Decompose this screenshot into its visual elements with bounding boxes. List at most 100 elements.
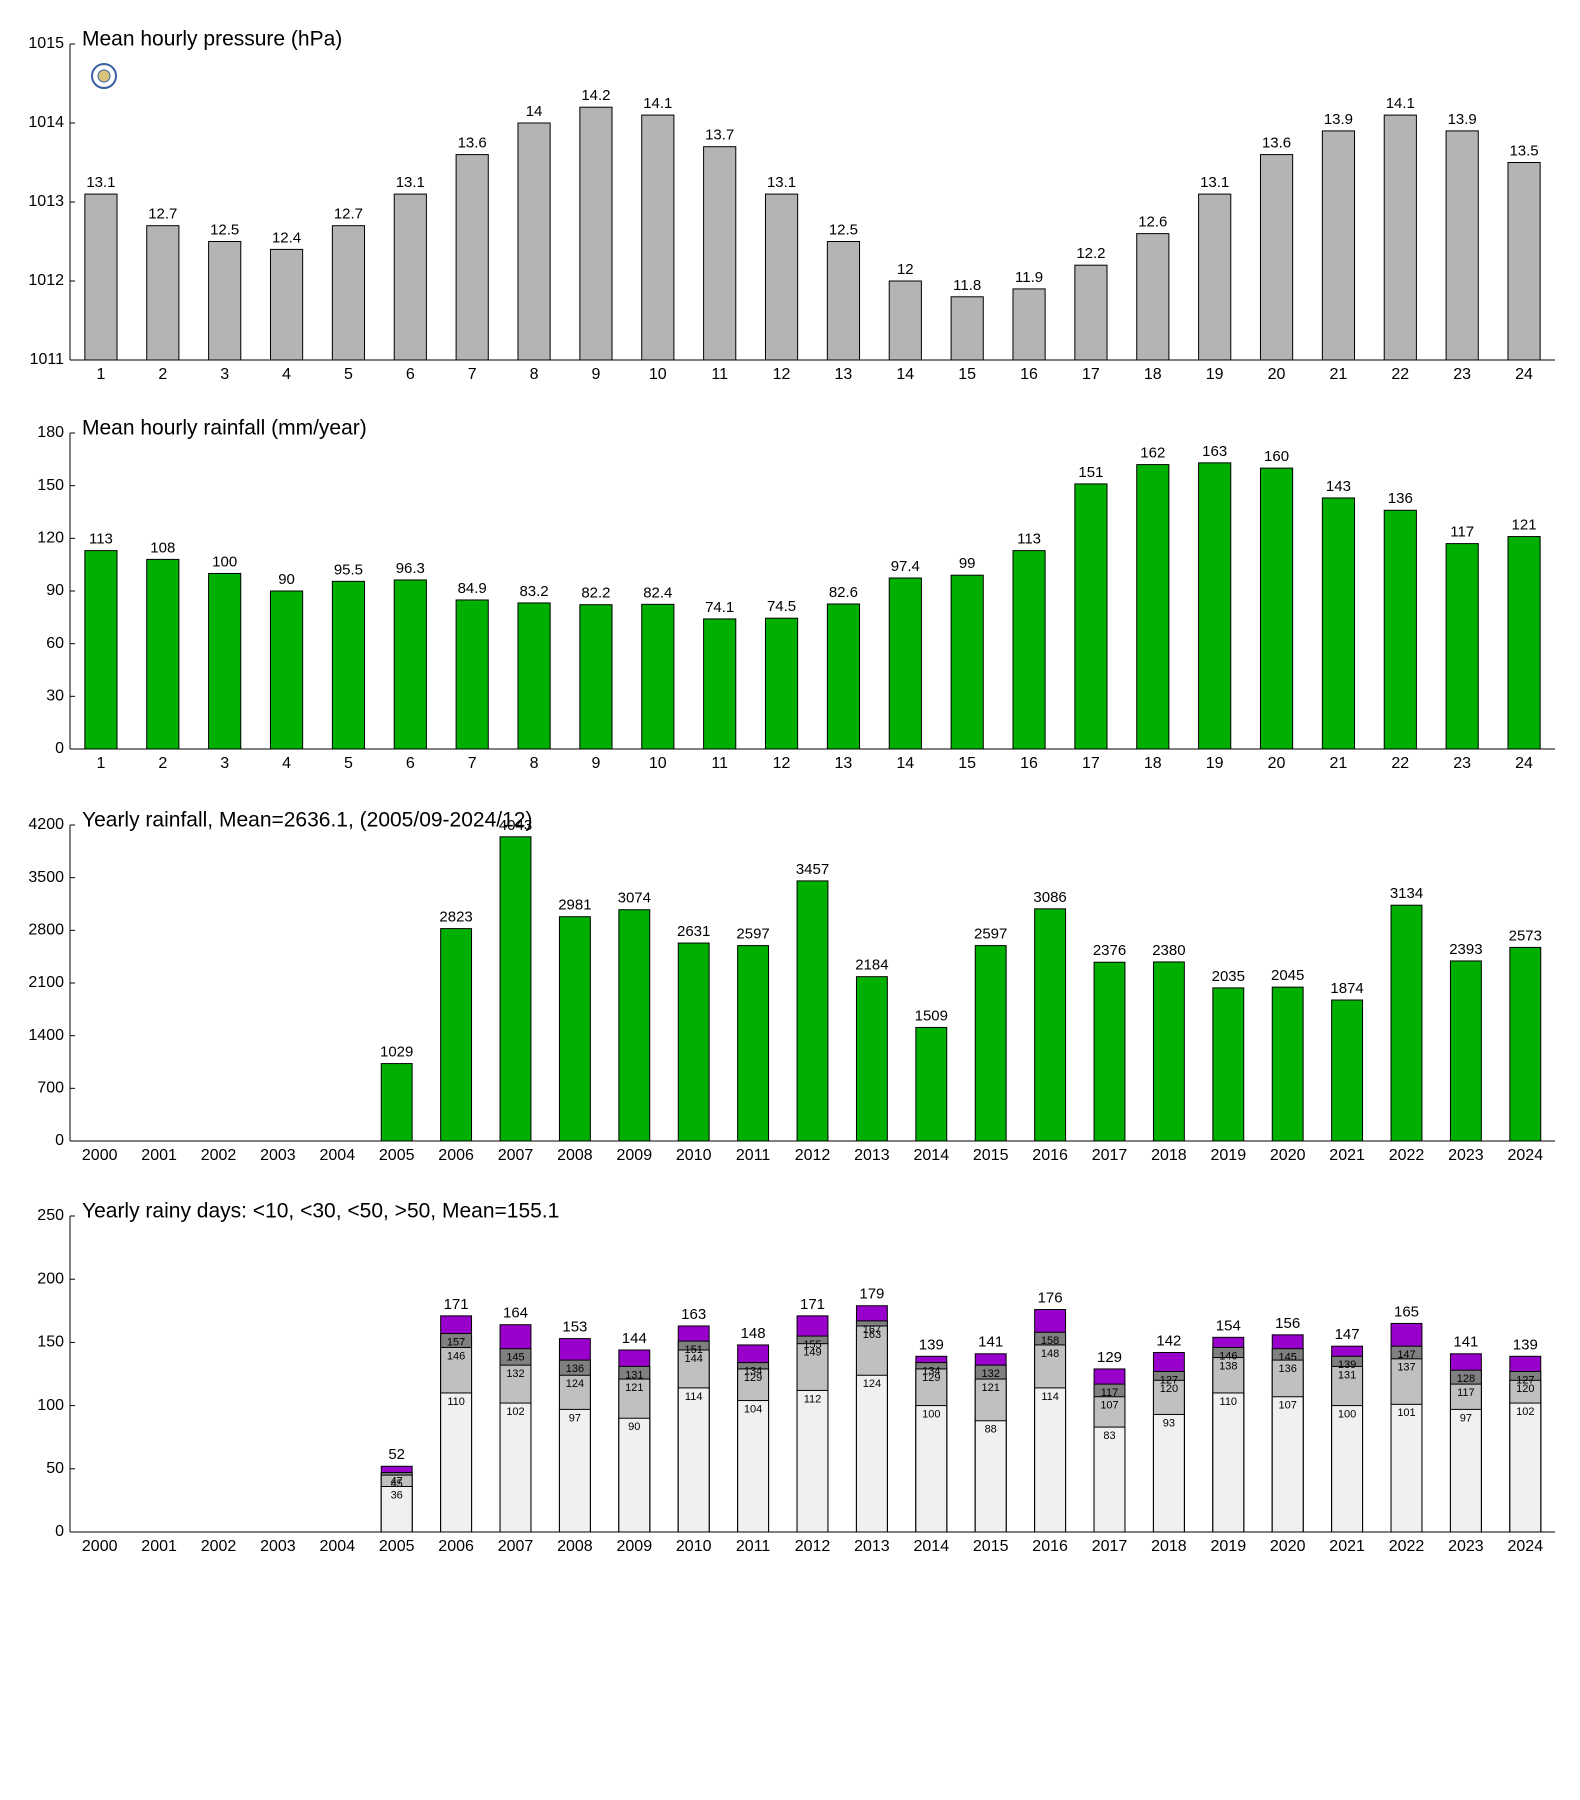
bar bbox=[146, 225, 180, 361]
bar bbox=[1331, 999, 1364, 1142]
value-label: 3457 bbox=[796, 861, 829, 878]
bar bbox=[796, 1389, 829, 1533]
value-label: 147 bbox=[1335, 1326, 1360, 1343]
value-label: 14.1 bbox=[643, 95, 672, 112]
value-label: 108 bbox=[150, 539, 175, 556]
x-tick-label: 14 bbox=[896, 366, 914, 383]
bar bbox=[1093, 1426, 1126, 1533]
bar bbox=[764, 193, 799, 361]
value-label: 14 bbox=[526, 103, 543, 120]
value-label: 12.5 bbox=[210, 221, 239, 238]
value-label: 97 bbox=[569, 1412, 581, 1424]
x-tick-label: 2021 bbox=[1329, 1538, 1365, 1555]
value-label: 2393 bbox=[1449, 941, 1482, 958]
y-tick-label: 200 bbox=[37, 1270, 64, 1287]
x-tick-label: 2014 bbox=[914, 1538, 950, 1555]
value-label: 141 bbox=[1453, 1334, 1478, 1351]
x-tick-label: 2019 bbox=[1211, 1147, 1247, 1164]
bar bbox=[393, 579, 427, 750]
value-label: 2597 bbox=[736, 926, 769, 943]
x-tick-label: 2006 bbox=[438, 1538, 474, 1555]
x-tick-label: 2 bbox=[158, 755, 167, 772]
value-label: 2573 bbox=[1509, 927, 1542, 944]
value-label: 139 bbox=[1513, 1336, 1538, 1353]
bar bbox=[499, 1402, 532, 1533]
value-label: 12.2 bbox=[1076, 245, 1105, 262]
chart-title: Mean hourly pressure (hPa) bbox=[82, 28, 342, 51]
value-label: 144 bbox=[685, 1353, 703, 1365]
value-label: 82.6 bbox=[829, 584, 858, 601]
value-label: 148 bbox=[1041, 1348, 1059, 1360]
bar bbox=[1198, 193, 1232, 361]
x-tick-label: 9 bbox=[591, 755, 600, 772]
x-tick-label: 21 bbox=[1330, 755, 1348, 772]
value-label: 95.5 bbox=[334, 561, 363, 578]
value-label: 162 bbox=[1140, 445, 1165, 462]
x-tick-label: 18 bbox=[1144, 755, 1162, 772]
x-tick-label: 2008 bbox=[557, 1147, 593, 1164]
x-tick-label: 2010 bbox=[676, 1538, 712, 1555]
bar bbox=[888, 280, 922, 361]
value-label: 121 bbox=[1512, 517, 1537, 534]
x-tick-label: 3 bbox=[220, 755, 229, 772]
bar bbox=[440, 1392, 473, 1533]
x-tick-label: 16 bbox=[1020, 366, 1038, 383]
bar bbox=[84, 550, 118, 750]
bar bbox=[703, 618, 737, 750]
x-tick-label: 19 bbox=[1206, 366, 1224, 383]
value-label: 93 bbox=[1163, 1417, 1175, 1429]
x-tick-label: 22 bbox=[1391, 755, 1409, 772]
value-label: 113 bbox=[89, 531, 113, 548]
bar bbox=[796, 880, 829, 1142]
bar bbox=[915, 1405, 948, 1533]
x-tick-label: 2017 bbox=[1092, 1147, 1128, 1164]
x-tick-label: 2004 bbox=[320, 1538, 356, 1555]
value-label: 74.1 bbox=[705, 599, 734, 616]
value-label: 139 bbox=[1338, 1359, 1356, 1371]
value-label: 117 bbox=[1457, 1387, 1475, 1399]
value-label: 132 bbox=[982, 1368, 1000, 1380]
x-tick-label: 2009 bbox=[617, 1147, 653, 1164]
bar bbox=[269, 248, 304, 361]
y-tick-label: 90 bbox=[46, 582, 64, 599]
y-tick-label: 1400 bbox=[28, 1027, 64, 1044]
value-label: 45 bbox=[391, 1478, 403, 1490]
y-tick-label: 700 bbox=[37, 1080, 64, 1097]
x-tick-label: 4 bbox=[282, 366, 291, 383]
chart-title: Mean hourly rainfall (mm/year) bbox=[82, 417, 367, 440]
logo bbox=[91, 63, 117, 89]
bar bbox=[1093, 961, 1126, 1142]
bar bbox=[1259, 154, 1294, 361]
value-label: 12 bbox=[897, 261, 914, 278]
value-label: 145 bbox=[1279, 1352, 1297, 1364]
bar bbox=[1212, 987, 1245, 1142]
x-tick-label: 18 bbox=[1144, 366, 1162, 383]
x-tick-label: 5 bbox=[344, 366, 353, 383]
bar bbox=[1136, 233, 1170, 361]
bar bbox=[146, 558, 180, 750]
value-label: 96.3 bbox=[396, 560, 425, 577]
bar bbox=[380, 1063, 413, 1142]
y-tick-label: 150 bbox=[37, 477, 64, 494]
bar bbox=[703, 146, 737, 361]
y-tick-label: 3500 bbox=[28, 869, 64, 886]
bar bbox=[393, 193, 427, 361]
value-label: 163 bbox=[1202, 443, 1227, 460]
x-tick-label: 2024 bbox=[1508, 1147, 1544, 1164]
value-label: 2035 bbox=[1212, 968, 1245, 985]
value-label: 74.5 bbox=[767, 598, 796, 615]
x-tick-label: 3 bbox=[220, 366, 229, 383]
x-tick-label: 10 bbox=[649, 366, 667, 383]
value-label: 164 bbox=[503, 1305, 528, 1322]
x-tick-label: 20 bbox=[1268, 366, 1286, 383]
value-label: 114 bbox=[685, 1391, 703, 1403]
value-label: 12.5 bbox=[829, 221, 858, 238]
value-label: 128 bbox=[1457, 1373, 1475, 1385]
x-tick-label: 2016 bbox=[1032, 1538, 1068, 1555]
x-tick-label: 2017 bbox=[1092, 1538, 1128, 1555]
bar bbox=[1331, 1405, 1364, 1533]
x-tick-label: 13 bbox=[835, 366, 853, 383]
value-label: 121 bbox=[982, 1382, 1000, 1394]
x-tick-label: 2003 bbox=[260, 1147, 296, 1164]
